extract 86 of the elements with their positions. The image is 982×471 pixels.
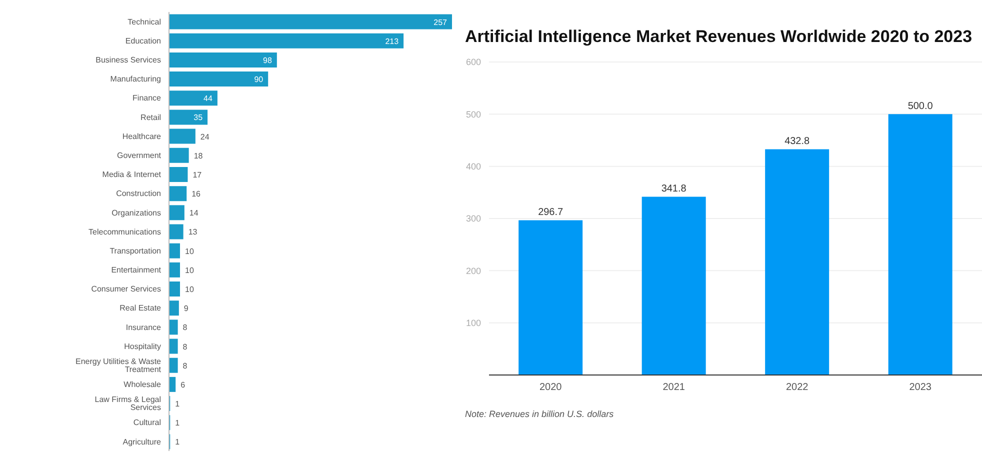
data-label: 35 [194, 113, 204, 122]
y-tick-label: Construction [116, 189, 161, 198]
data-label: 432.8 [784, 136, 810, 148]
data-label: 257 [434, 18, 448, 27]
y-tick-label: Business Services [96, 56, 161, 65]
data-label: 6 [180, 380, 186, 390]
bar [169, 224, 184, 240]
bar [169, 262, 180, 278]
data-label: 98 [263, 56, 272, 65]
bar [888, 114, 952, 375]
bar [169, 320, 178, 335]
y-tick-label: Transportation [110, 246, 161, 256]
data-label: 500.0 [908, 101, 934, 112]
y-tick-label: 600 [466, 57, 481, 68]
data-label: 18 [194, 151, 204, 160]
data-label: 213 [385, 36, 400, 46]
bar [169, 148, 189, 163]
y-tick-label: 300 [466, 214, 481, 224]
y-tick-label: Healthcare [122, 132, 162, 141]
bar [169, 186, 187, 202]
data-label: 1 [175, 400, 180, 409]
chart-title: Artificial Intelligence Market Revenues Worldwide 2020 to 2023 [465, 26, 974, 48]
bar [169, 358, 178, 373]
bar [169, 205, 184, 220]
y-tick-label: 400 [466, 162, 481, 172]
x-tick-label: 2020 [540, 382, 562, 394]
data-label: 10 [185, 285, 194, 294]
y-tick-label: Education [125, 36, 161, 46]
y-tick-label: Telecommunications [88, 227, 161, 236]
y-tick-label: Law Firms & Legal Services [94, 395, 162, 412]
bar [169, 110, 208, 125]
x-tick-label: 2022 [786, 382, 809, 394]
y-tick-label: Hospitality [124, 342, 161, 351]
bar [169, 90, 218, 106]
bar [169, 376, 176, 392]
y-tick-label: Entertainment [111, 266, 162, 275]
data-label: 14 [189, 208, 199, 218]
data-label: 44 [204, 94, 213, 104]
data-label: 90 [254, 75, 264, 84]
bar [169, 282, 180, 297]
y-tick-label: Cultural [133, 418, 162, 428]
y-tick-label: Finance [132, 94, 162, 103]
y-tick-label: Agriculture [122, 437, 162, 446]
data-label: 13 [188, 228, 198, 237]
bar [169, 338, 178, 354]
data-label: 8 [182, 342, 188, 352]
data-label: 1 [175, 438, 180, 447]
y-tick-label: 100 [466, 318, 481, 328]
bar [765, 149, 830, 375]
y-tick-label: Media & Internet [102, 170, 162, 180]
data-label: 10 [185, 266, 194, 275]
x-tick-label: 2021 [662, 382, 686, 394]
y-tick-label: Consumer Services [91, 284, 161, 294]
y-tick-label: Insurance [126, 322, 162, 332]
bar [169, 52, 277, 68]
text: Note: Revenues in billion U.S. dollars [465, 409, 615, 419]
data-label: 24 [200, 132, 210, 142]
x-tick-label: 2023 [909, 382, 932, 394]
data-label: 10 [185, 246, 194, 256]
data-label: 341.8 [661, 184, 687, 195]
data-label: 17 [192, 170, 202, 180]
bar [169, 33, 404, 48]
y-tick-label: Real Estate [120, 304, 162, 313]
bar [169, 166, 188, 182]
data-label: 8 [182, 323, 188, 332]
y-tick-label: Wholesale [124, 380, 162, 390]
y-tick-label: Government [116, 150, 162, 160]
data-label: 296.7 [538, 207, 564, 218]
data-label: 9 [184, 304, 189, 314]
y-tick-label: 200 [466, 266, 481, 276]
data-label: 8 [182, 361, 188, 370]
y-tick-label: Manufacturing [110, 74, 161, 84]
bar [169, 72, 268, 87]
bar [169, 300, 179, 316]
bar [169, 14, 452, 30]
bar [169, 243, 180, 258]
y-tick-label: 500 [466, 109, 481, 120]
y-tick-label: Energy Utilities & Waste Treatment [75, 356, 162, 374]
y-tick-label: Retail [140, 112, 162, 122]
bar [169, 128, 196, 144]
y-tick-label: Organizations [112, 208, 161, 218]
y-tick-label: Technical [128, 17, 162, 26]
bar [518, 220, 583, 375]
data-label: 16 [192, 190, 202, 199]
data-label: 1 [175, 418, 180, 428]
bar [642, 196, 706, 375]
